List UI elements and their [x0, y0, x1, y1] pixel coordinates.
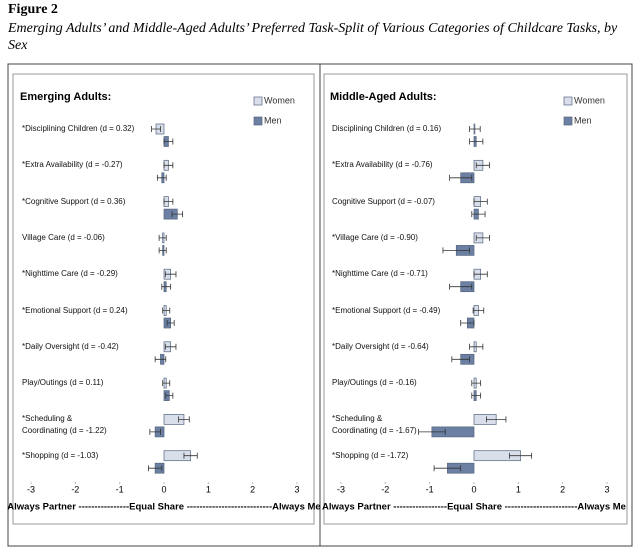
error-bar	[166, 320, 175, 326]
category-label: *Shopping (d = -1.03)	[22, 450, 99, 460]
error-bar	[471, 392, 482, 399]
error-bar	[151, 126, 161, 132]
x-tick-label: -3	[337, 484, 345, 494]
category-label: *Daily Oversight (d = -0.64)	[332, 341, 429, 351]
error-bar	[473, 271, 488, 278]
x-tick-label: 1	[516, 484, 521, 494]
x-tick-label: -2	[381, 484, 389, 494]
category-label: *Emotional Support (d = 0.24)	[22, 305, 128, 315]
figure-caption: Emerging Adults’ and Middle-Aged Adults’…	[8, 21, 618, 53]
panel-title: Middle-Aged Adults:	[330, 91, 437, 103]
category-label: *Cognitive Support (d = 0.36)	[22, 196, 126, 206]
category-label: *Extra Availability (d = -0.27)	[22, 160, 123, 170]
category-label: Cognitive Support (d = -0.07)	[332, 196, 435, 206]
error-bar	[148, 465, 163, 472]
legend-label: Men	[574, 115, 592, 125]
error-bar	[473, 198, 488, 205]
x-tick-label: 0	[471, 484, 476, 494]
panel-frame	[12, 73, 315, 525]
error-bar	[163, 162, 174, 169]
panel-title: Emerging Adults:	[20, 91, 111, 103]
error-bar	[449, 283, 473, 290]
x-tick-label: -2	[71, 484, 79, 494]
error-bar	[165, 392, 174, 399]
category-label: Play/Outings (d = 0.11)	[22, 378, 104, 388]
x-tick-label: 3	[294, 484, 299, 494]
error-bar	[154, 356, 167, 363]
legend-swatch	[253, 116, 263, 126]
x-tick-label: 0	[161, 484, 166, 494]
error-bar	[433, 465, 462, 472]
category-label: *Scheduling & Coordinating (d = -1.22)	[22, 414, 107, 436]
error-bar	[472, 307, 485, 314]
category-label: Disciplining Children (d = 0.16)	[332, 124, 442, 133]
category-label: *Extra Availability (d = -0.76)	[332, 160, 433, 170]
error-bar	[183, 452, 198, 459]
error-bar	[163, 138, 174, 145]
error-bar	[486, 416, 507, 423]
error-bar	[451, 356, 470, 363]
x-tick-label: 2	[560, 484, 565, 494]
error-bar	[171, 211, 184, 218]
category-label: *Disciplining Children (d = 0.32)	[22, 124, 135, 133]
legend-swatch	[563, 116, 573, 126]
error-bar	[418, 428, 446, 435]
category-label: *Village Care (d = -0.90)	[332, 232, 418, 242]
error-bar	[471, 380, 482, 387]
error-bar	[469, 126, 481, 132]
error-bar	[164, 343, 177, 350]
error-bar	[460, 320, 475, 326]
category-label: *Nighttime Care (d = -0.71)	[332, 269, 428, 279]
x-tick-label: 3	[604, 484, 609, 494]
error-bar	[156, 174, 167, 181]
x-axis-label: Always Partner -----------------Equal Sh…	[322, 502, 626, 513]
error-bar	[164, 271, 177, 278]
category-label: *Scheduling & Coordinating (d = -1.67)	[332, 414, 417, 436]
error-bar	[158, 234, 167, 241]
category-label: *Daily Oversight (d = -0.42)	[22, 341, 119, 351]
x-tick-label: 2	[250, 484, 255, 494]
error-bar	[475, 162, 490, 169]
category-label: *Nighttime Care (d = -0.29)	[22, 269, 118, 279]
x-tick-label: -3	[27, 484, 35, 494]
legend-label: Women	[264, 95, 295, 105]
error-bar	[163, 198, 174, 205]
error-bar	[162, 307, 171, 314]
error-bar	[178, 416, 190, 423]
x-tick-label: 1	[206, 484, 211, 494]
category-label: *Shopping (d = -1.72)	[332, 450, 409, 460]
error-bar	[449, 174, 473, 181]
error-bar	[469, 343, 484, 350]
x-tick-label: -1	[426, 484, 434, 494]
panel-frame	[323, 73, 628, 525]
legend-swatch	[563, 96, 573, 106]
error-bar	[149, 428, 161, 435]
legend-label: Men	[264, 115, 282, 125]
category-label: *Emotional Support (d = -0.49)	[332, 305, 441, 315]
error-bar	[161, 283, 172, 290]
x-tick-label: -1	[116, 484, 124, 494]
error-bar	[442, 247, 470, 254]
x-axis-label: Always Partner ----------------Equal Sha…	[7, 502, 320, 513]
legend-swatch	[253, 96, 263, 106]
category-label: Play/Outings (d = -0.16)	[332, 378, 417, 388]
error-bar	[162, 380, 171, 387]
error-bar	[158, 247, 167, 254]
error-bar	[475, 234, 490, 241]
legend-label: Women	[574, 95, 605, 105]
error-bar	[471, 211, 486, 218]
category-label: Village Care (d = -0.06)	[22, 232, 105, 242]
error-bar	[509, 452, 533, 459]
figure-label: Figure 2	[8, 2, 58, 17]
error-bar	[469, 138, 484, 145]
